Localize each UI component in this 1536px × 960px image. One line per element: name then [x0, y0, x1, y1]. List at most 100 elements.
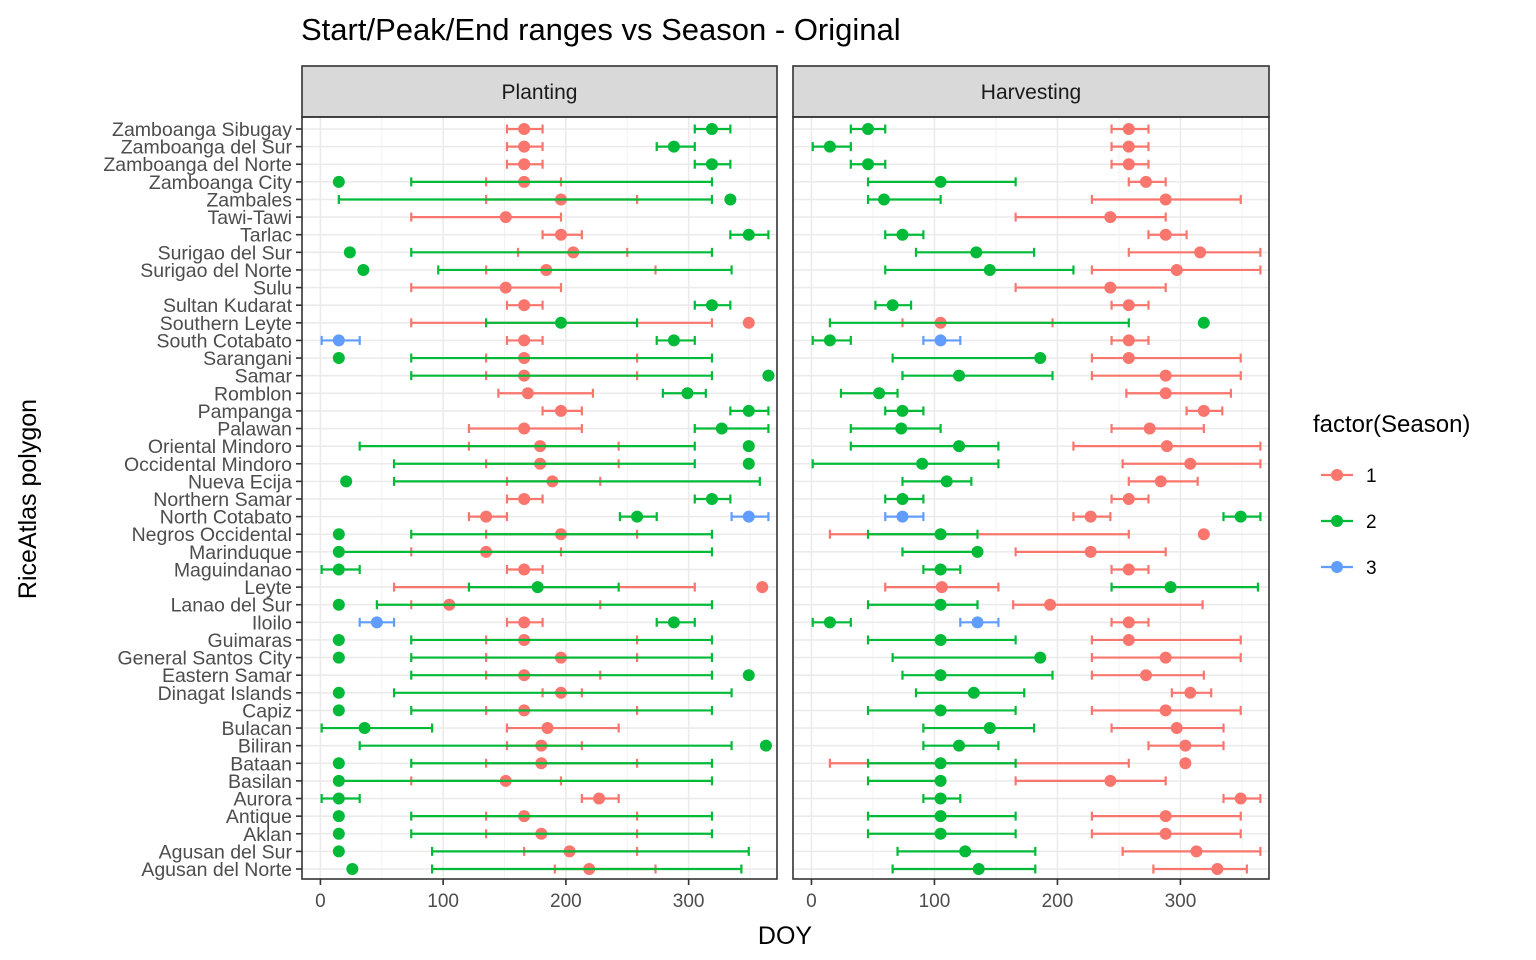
peak-point — [1198, 528, 1210, 540]
peak-point — [896, 405, 908, 417]
peak-point — [1104, 282, 1116, 294]
peak-point — [518, 299, 530, 311]
peak-point — [1144, 423, 1156, 435]
legend-title: factor(Season) — [1313, 411, 1470, 438]
peak-point — [984, 264, 996, 276]
peak-point — [1160, 704, 1172, 716]
panel-harvesting: Harvesting 0 100 200 300 — [793, 66, 1269, 912]
peak-point — [541, 722, 553, 734]
x-axis-title: DOY — [758, 922, 813, 950]
peak-point — [1171, 264, 1183, 276]
peak-point — [743, 511, 755, 523]
peak-point — [935, 599, 947, 611]
peak-point — [959, 845, 971, 857]
peak-point — [895, 423, 907, 435]
legend-item: 2 — [1321, 512, 1377, 533]
peak-point — [333, 828, 345, 840]
peak-point — [743, 317, 755, 329]
peak-point — [935, 828, 947, 840]
peak-point — [824, 141, 836, 153]
peak-point — [984, 722, 996, 734]
peak-point — [500, 211, 512, 223]
peak-point — [333, 334, 345, 346]
peak-point — [1160, 810, 1172, 822]
peak-point — [1140, 176, 1152, 188]
peak-point — [333, 652, 345, 664]
peak-point — [862, 123, 874, 135]
peak-point — [878, 193, 890, 205]
peak-point — [953, 440, 965, 452]
peak-point — [518, 158, 530, 170]
peak-point — [1211, 863, 1223, 875]
peak-point — [1160, 370, 1172, 382]
x-tick-label: 300 — [673, 891, 705, 912]
peak-point — [518, 493, 530, 505]
peak-point — [668, 334, 680, 346]
peak-point — [1235, 511, 1247, 523]
peak-point — [1194, 246, 1206, 258]
legend-point — [1331, 561, 1343, 573]
peak-point — [724, 193, 736, 205]
peak-point — [1123, 141, 1135, 153]
peak-point — [333, 845, 345, 857]
y-axis: Zamboanga SibugayZamboanga del SurZamboa… — [103, 119, 302, 881]
peak-point — [1123, 123, 1135, 135]
peak-point — [333, 687, 345, 699]
peak-point — [518, 563, 530, 575]
peak-point — [935, 793, 947, 805]
peak-point — [518, 616, 530, 628]
peak-point — [1184, 458, 1196, 470]
peak-point — [1123, 352, 1135, 364]
peak-point — [706, 123, 718, 135]
legend-item: 1 — [1321, 466, 1377, 487]
peak-point — [631, 511, 643, 523]
peak-point — [1123, 299, 1135, 311]
peak-point — [935, 757, 947, 769]
peak-point — [935, 704, 947, 716]
peak-point — [973, 863, 985, 875]
peak-point — [1160, 229, 1172, 241]
peak-point — [971, 616, 983, 628]
peak-point — [743, 440, 755, 452]
peak-point — [743, 405, 755, 417]
peak-point — [706, 299, 718, 311]
peak-point — [706, 158, 718, 170]
peak-point — [743, 458, 755, 470]
peak-point — [935, 775, 947, 787]
peak-point — [1044, 599, 1056, 611]
peak-point — [743, 229, 755, 241]
panel-planting: Planting0 100 200 300 — [302, 66, 777, 912]
peak-point — [1123, 634, 1135, 646]
peak-point — [935, 563, 947, 575]
peak-point — [333, 528, 345, 540]
peak-point — [1034, 652, 1046, 664]
peak-point — [333, 176, 345, 188]
legend-label: 1 — [1366, 466, 1377, 487]
peak-point — [1179, 740, 1191, 752]
peak-point — [1179, 757, 1191, 769]
peak-point — [968, 687, 980, 699]
peak-point — [593, 793, 605, 805]
peak-point — [340, 475, 352, 487]
legend-item: 3 — [1321, 558, 1377, 579]
peak-point — [1123, 563, 1135, 575]
peak-point — [555, 229, 567, 241]
x-tick-label: 100 — [427, 891, 459, 912]
peak-point — [706, 493, 718, 505]
peak-point — [333, 775, 345, 787]
facet-label: Planting — [502, 81, 578, 104]
peak-point — [935, 528, 947, 540]
chart-title: Start/Peak/End ranges vs Season - Origin… — [301, 12, 901, 47]
peak-point — [1171, 722, 1183, 734]
peak-point — [971, 546, 983, 558]
peak-point — [762, 370, 774, 382]
peak-point — [344, 246, 356, 258]
peak-point — [1085, 546, 1097, 558]
peak-point — [333, 793, 345, 805]
peak-point — [862, 158, 874, 170]
peak-point — [756, 581, 768, 593]
peak-point — [532, 581, 544, 593]
peak-point — [357, 264, 369, 276]
x-tick-label: 0 — [315, 891, 326, 912]
peak-point — [681, 387, 693, 399]
